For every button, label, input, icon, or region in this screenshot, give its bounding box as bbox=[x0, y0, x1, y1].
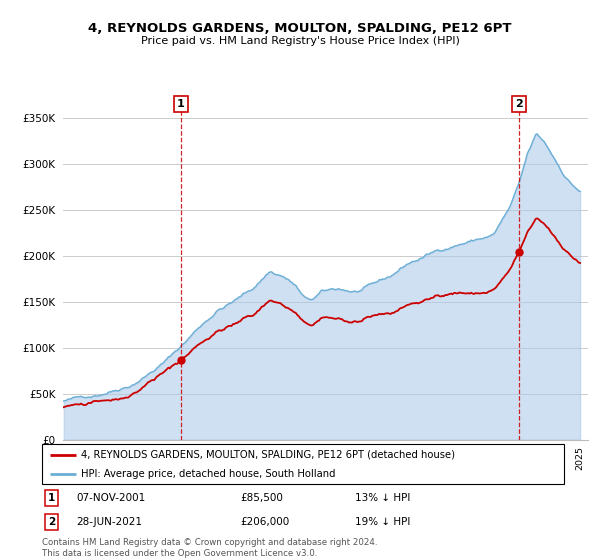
Text: 4, REYNOLDS GARDENS, MOULTON, SPALDING, PE12 6PT (detached house): 4, REYNOLDS GARDENS, MOULTON, SPALDING, … bbox=[81, 450, 455, 460]
Text: 2: 2 bbox=[515, 99, 523, 109]
Text: £85,500: £85,500 bbox=[241, 493, 283, 503]
Text: 1: 1 bbox=[177, 99, 185, 109]
Text: 19% ↓ HPI: 19% ↓ HPI bbox=[355, 517, 410, 527]
Text: 4, REYNOLDS GARDENS, MOULTON, SPALDING, PE12 6PT: 4, REYNOLDS GARDENS, MOULTON, SPALDING, … bbox=[88, 22, 512, 35]
Text: HPI: Average price, detached house, South Holland: HPI: Average price, detached house, Sout… bbox=[81, 469, 335, 479]
Text: £206,000: £206,000 bbox=[241, 517, 290, 527]
FancyBboxPatch shape bbox=[42, 444, 564, 484]
Text: 07-NOV-2001: 07-NOV-2001 bbox=[76, 493, 145, 503]
Text: Price paid vs. HM Land Registry's House Price Index (HPI): Price paid vs. HM Land Registry's House … bbox=[140, 36, 460, 46]
Text: Contains HM Land Registry data © Crown copyright and database right 2024.
This d: Contains HM Land Registry data © Crown c… bbox=[42, 538, 377, 558]
Text: 2: 2 bbox=[48, 517, 55, 527]
Text: 13% ↓ HPI: 13% ↓ HPI bbox=[355, 493, 410, 503]
Text: 1: 1 bbox=[48, 493, 55, 503]
Text: 28-JUN-2021: 28-JUN-2021 bbox=[76, 517, 142, 527]
